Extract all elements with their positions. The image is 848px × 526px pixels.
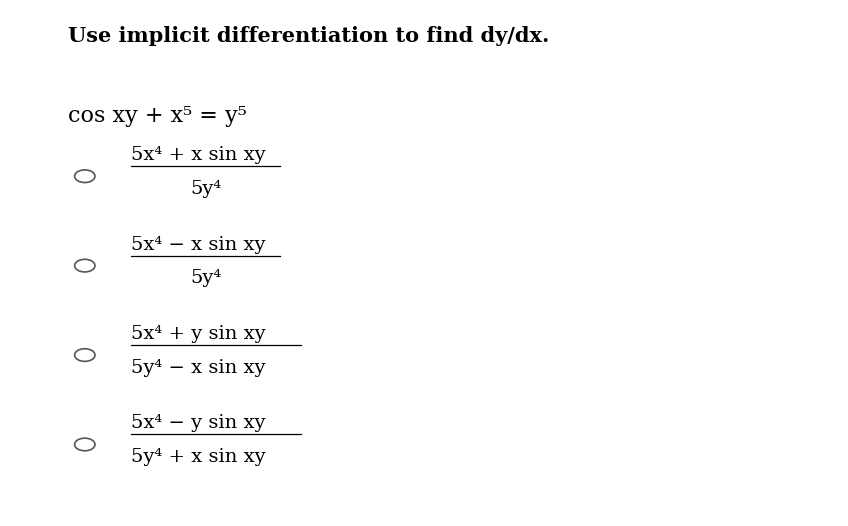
Text: 5y⁴ + x sin xy: 5y⁴ + x sin xy — [131, 448, 266, 466]
Text: 5y⁴ − x sin xy: 5y⁴ − x sin xy — [131, 359, 266, 377]
Text: cos xy + x⁵ = y⁵: cos xy + x⁵ = y⁵ — [68, 105, 247, 127]
Text: 5x⁴ + y sin xy: 5x⁴ + y sin xy — [131, 325, 266, 343]
Text: 5x⁴ − y sin xy: 5x⁴ − y sin xy — [131, 414, 266, 432]
Text: 5x⁴ + x sin xy: 5x⁴ + x sin xy — [131, 146, 266, 164]
Text: 5x⁴ − x sin xy: 5x⁴ − x sin xy — [131, 236, 266, 254]
Text: 5y⁴: 5y⁴ — [190, 180, 221, 198]
Text: Use implicit differentiation to find dy/dx.: Use implicit differentiation to find dy/… — [68, 26, 550, 46]
Text: 5y⁴: 5y⁴ — [190, 269, 221, 287]
